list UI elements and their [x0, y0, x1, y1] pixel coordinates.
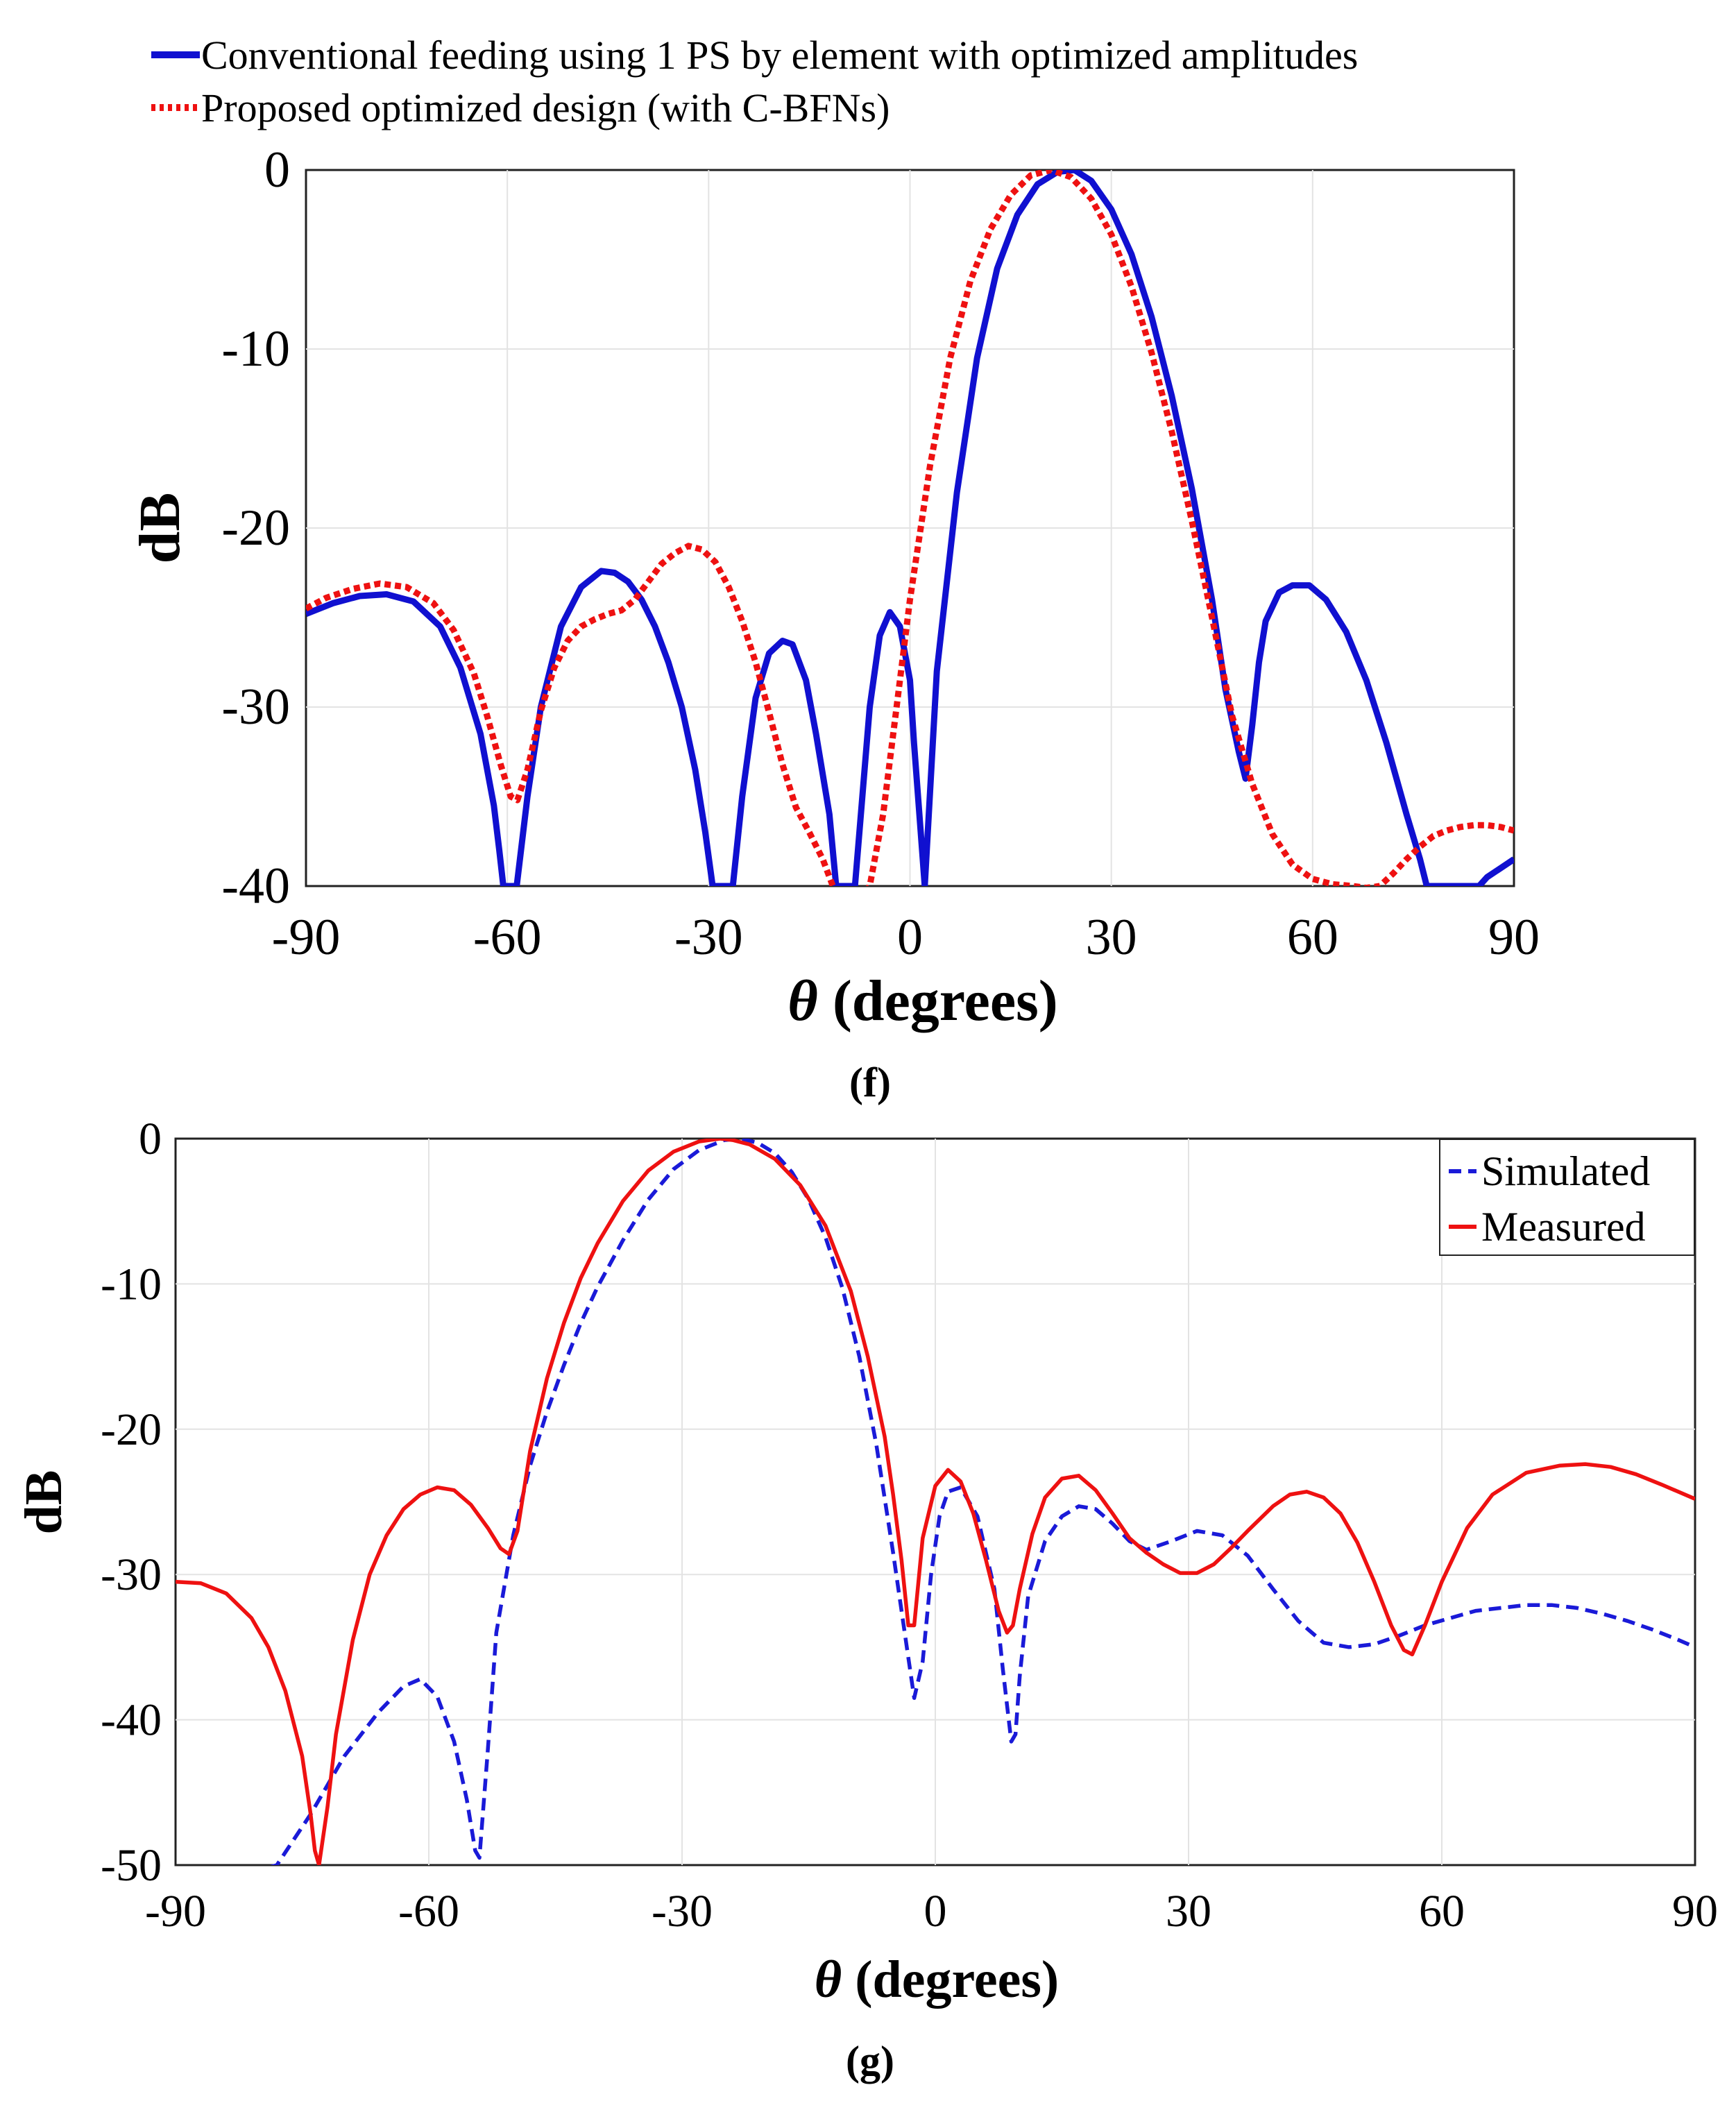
- y-tick-label: 0: [139, 1114, 162, 1164]
- y-tick-label: -40: [221, 858, 290, 915]
- xlabel-g: θ (degrees): [815, 1950, 1059, 2009]
- x-tick-label: 30: [1166, 1886, 1211, 1937]
- legend-g: Simulated Measured: [1439, 1139, 1695, 1256]
- series-line-simulated: [270, 1139, 1695, 1865]
- y-tick-label: -50: [101, 1840, 162, 1891]
- caption-f: (f): [849, 1060, 891, 1105]
- x-tick-label: -90: [272, 909, 341, 966]
- y-tick-label: -20: [221, 500, 290, 556]
- x-tick-label: 0: [924, 1886, 947, 1937]
- x-tick-label: -60: [473, 909, 542, 966]
- y-tick-label: -20: [101, 1404, 162, 1455]
- panel-g: -90 -60 -30 0 30 60 90 0 -10 -20 -30 -40 -50 Simulat…: [15, 1114, 1718, 2084]
- panel-f: Conventional feeding using 1 PS by eleme…: [128, 33, 1540, 1105]
- x-tick-label: -90: [145, 1886, 206, 1937]
- ylabel-g: dB: [15, 1470, 73, 1535]
- legend-label-conventional: Conventional feeding using 1 PS by eleme…: [201, 33, 1358, 78]
- x-tick-label: 30: [1086, 909, 1137, 966]
- legend-box-g: [1439, 1139, 1695, 1256]
- series-f: [306, 170, 1514, 886]
- legend-label-measured: Measured: [1481, 1204, 1646, 1250]
- y-tick-label: -10: [221, 321, 290, 377]
- ticks-g: -90 -60 -30 0 30 60 90 0 -10 -20 -30 -40 -50: [101, 1114, 1718, 1937]
- grid-g: [176, 1139, 1695, 1865]
- x-tick-label: -60: [398, 1886, 459, 1937]
- x-tick-label: -30: [674, 909, 743, 966]
- y-tick-label: -10: [101, 1259, 162, 1309]
- caption-g: (g): [846, 2038, 894, 2084]
- y-tick-label: -30: [101, 1549, 162, 1600]
- series-line-proposed: [306, 170, 1514, 886]
- x-tick-label: 60: [1419, 1886, 1465, 1937]
- series-line-measured: [176, 1139, 1695, 1865]
- series-g: [176, 1139, 1695, 1865]
- legend-f: Conventional feeding using 1 PS by eleme…: [151, 33, 1358, 130]
- x-tick-label: 90: [1672, 1886, 1718, 1937]
- xlabel-f: θ (degrees): [788, 969, 1058, 1033]
- y-tick-label: -30: [221, 679, 290, 735]
- y-tick-label: 0: [264, 142, 290, 198]
- ticks-f: -90 -60 -30 0 30 60 90 0 -10 -20 -30 -40: [221, 142, 1540, 966]
- x-tick-label: 60: [1287, 909, 1338, 966]
- x-tick-label: -30: [652, 1886, 713, 1937]
- legend-label-simulated: Simulated: [1481, 1148, 1650, 1194]
- legend-label-proposed: Proposed optimized design (with C-BFNs): [201, 85, 890, 130]
- y-tick-label: -40: [101, 1695, 162, 1746]
- x-tick-label: 0: [897, 909, 923, 966]
- x-tick-label: 90: [1488, 909, 1540, 966]
- series-line-conventional: [306, 170, 1514, 886]
- ylabel-f: dB: [128, 493, 192, 564]
